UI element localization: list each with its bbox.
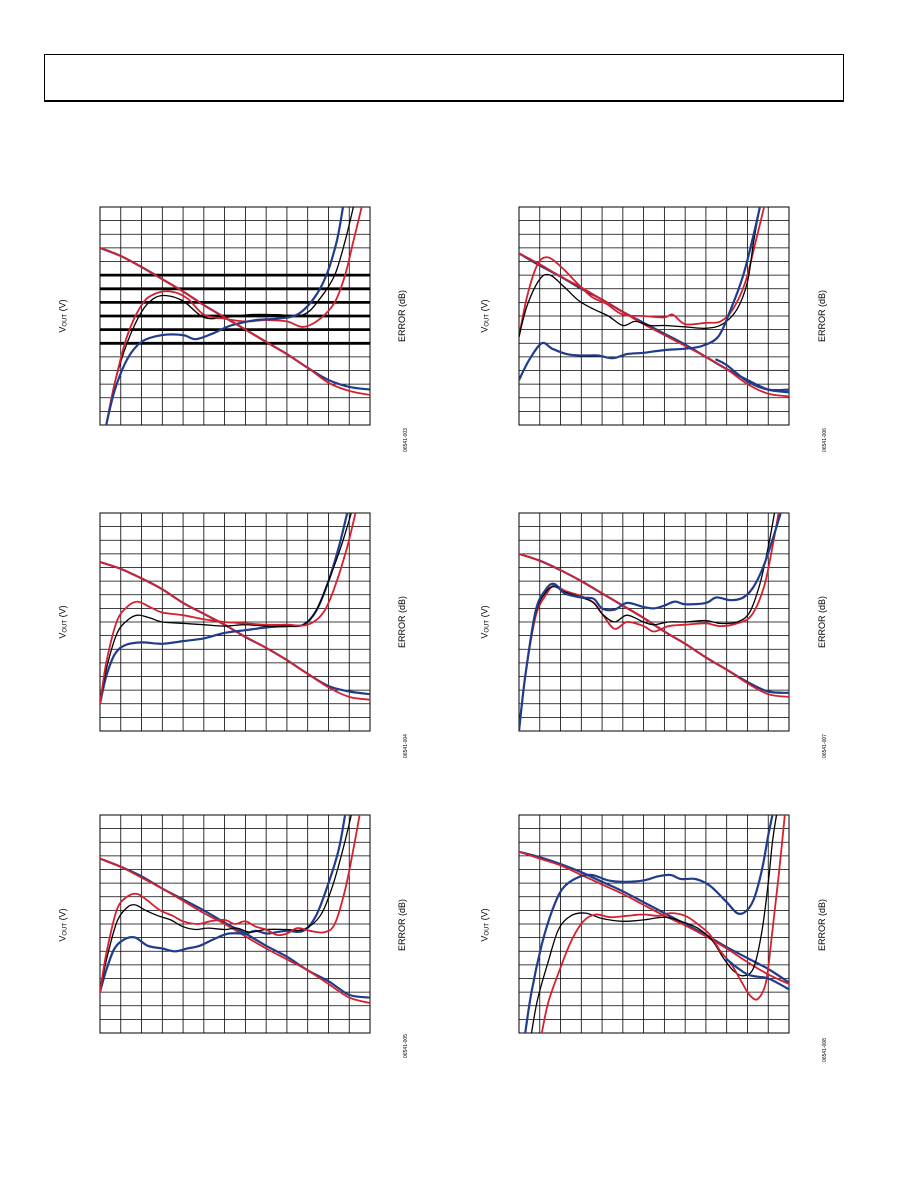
chart-panel-top-left: VOUT (V) ERROR (dB) 06541-003 xyxy=(0,0,918,480)
series-line-6 xyxy=(725,958,789,991)
plot-frame xyxy=(99,814,371,1034)
series-line-5 xyxy=(100,513,357,705)
plot-frame xyxy=(518,512,790,732)
series-line-3 xyxy=(519,207,765,338)
series-line-5 xyxy=(540,815,786,1033)
chart-panel-bottom-right: VOUT (V) ERROR (dB) 06541-008 xyxy=(480,814,828,1062)
plot-frame xyxy=(518,206,790,426)
series-line-5 xyxy=(100,815,361,993)
series-line-8 xyxy=(105,207,355,425)
series-line-9 xyxy=(105,207,363,425)
series-line-2 xyxy=(519,850,789,985)
series-line-11 xyxy=(100,247,370,396)
y-axis-label-left-main: V xyxy=(479,935,490,942)
series-line-6 xyxy=(715,358,789,392)
y-axis-label-left-subscript: OUT xyxy=(484,922,491,936)
series-line-4 xyxy=(519,513,776,731)
series-line-5 xyxy=(519,207,761,382)
series-line-4 xyxy=(530,815,778,1033)
page-header-box xyxy=(44,54,844,102)
series-line-2 xyxy=(100,857,370,1004)
plot-frame xyxy=(518,814,790,1034)
figure-id: 06541-008 xyxy=(822,1038,828,1062)
series-line-4 xyxy=(100,815,352,993)
y-axis-label-right: ERROR (dB) xyxy=(817,898,827,952)
chart-panel-bottom-left: VOUT (V) ERROR (dB) 06541-005 xyxy=(58,814,409,1058)
series-line-5 xyxy=(519,513,782,731)
series-line-3 xyxy=(524,815,774,1033)
series-line-4 xyxy=(100,513,352,705)
series-line-2 xyxy=(519,252,789,398)
chart-panel-top-right: VOUT (V) ERROR (dB) 06541-006 xyxy=(0,0,918,480)
chart-panel-middle-right: VOUT (V) ERROR (dB) 06541-007 xyxy=(480,512,828,758)
chart-panel-middle-left: VOUT (V) ERROR (dB) 06541-004 xyxy=(58,512,409,758)
series-line-4 xyxy=(519,207,761,338)
plot-frame xyxy=(99,512,371,732)
y-axis-label-left-unit: (V) xyxy=(479,908,490,923)
series-line-10 xyxy=(105,207,345,425)
series-line-1 xyxy=(519,850,789,984)
y-axis-label-left: VOUT (V) xyxy=(480,908,491,941)
